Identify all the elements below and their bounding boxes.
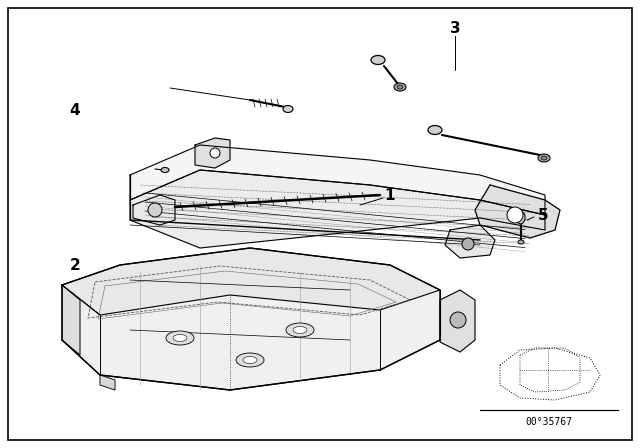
Circle shape xyxy=(507,207,523,223)
Polygon shape xyxy=(130,145,545,215)
Ellipse shape xyxy=(541,156,547,160)
Text: 1: 1 xyxy=(385,188,396,202)
Ellipse shape xyxy=(243,357,257,363)
Text: 00°35767: 00°35767 xyxy=(525,417,573,427)
Ellipse shape xyxy=(397,85,403,89)
Circle shape xyxy=(148,203,162,217)
Circle shape xyxy=(462,238,474,250)
Ellipse shape xyxy=(236,353,264,367)
Ellipse shape xyxy=(518,240,524,244)
Ellipse shape xyxy=(394,83,406,91)
Polygon shape xyxy=(133,195,175,225)
Polygon shape xyxy=(62,248,440,315)
Polygon shape xyxy=(440,290,475,352)
Ellipse shape xyxy=(428,125,442,134)
Ellipse shape xyxy=(517,212,525,224)
Ellipse shape xyxy=(166,331,194,345)
Ellipse shape xyxy=(286,323,314,337)
Ellipse shape xyxy=(371,56,385,65)
Polygon shape xyxy=(62,285,80,355)
Ellipse shape xyxy=(538,154,550,162)
Polygon shape xyxy=(100,375,115,390)
Circle shape xyxy=(210,148,220,158)
Polygon shape xyxy=(195,138,230,168)
Text: 5: 5 xyxy=(538,207,548,223)
Ellipse shape xyxy=(293,327,307,333)
Polygon shape xyxy=(130,170,545,248)
Circle shape xyxy=(450,312,466,328)
Ellipse shape xyxy=(161,168,169,172)
Text: 2: 2 xyxy=(70,258,81,272)
Text: 3: 3 xyxy=(450,21,460,35)
Text: 4: 4 xyxy=(70,103,80,117)
Ellipse shape xyxy=(283,105,293,112)
Polygon shape xyxy=(475,185,560,238)
Ellipse shape xyxy=(173,335,187,341)
Polygon shape xyxy=(62,248,440,390)
Polygon shape xyxy=(445,225,495,258)
